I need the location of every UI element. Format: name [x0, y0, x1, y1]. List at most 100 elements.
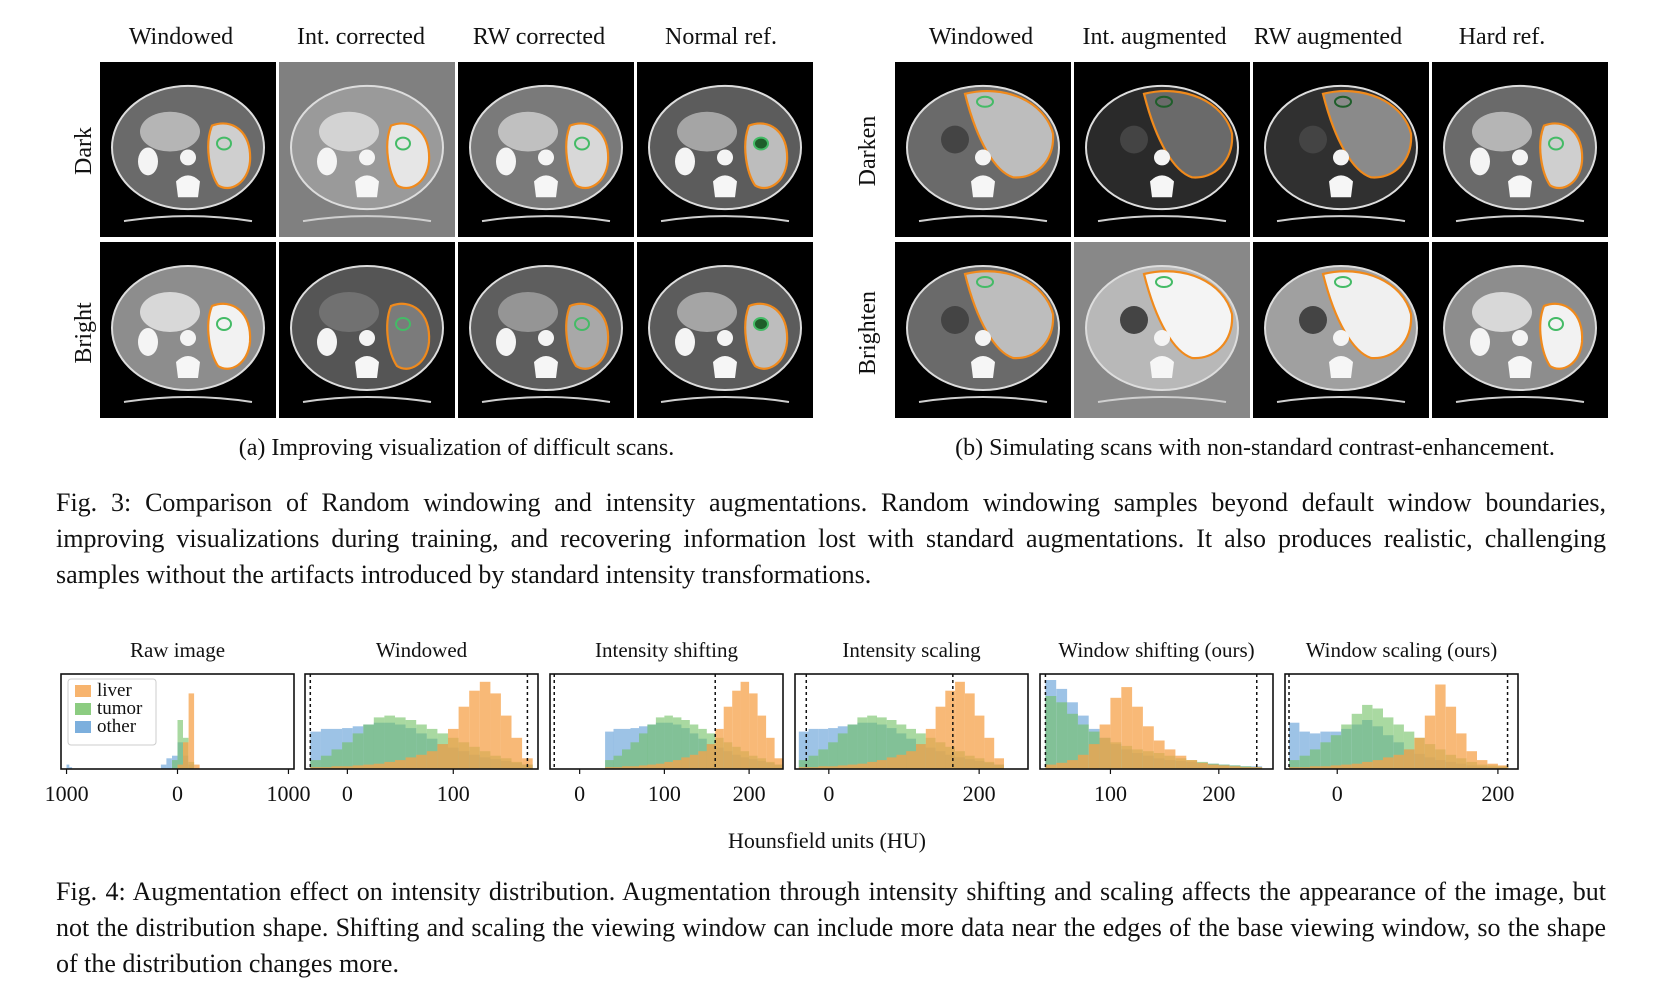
legend-label-tumor: tumor: [97, 698, 143, 719]
ct-slice-image: [1432, 242, 1608, 418]
histogram-bar-liver: [522, 758, 533, 769]
ct-table-line: [302, 396, 432, 403]
ct-table-line: [660, 215, 790, 223]
ct-tumor-contour: [976, 95, 994, 108]
histogram-bar-liver: [500, 715, 512, 769]
histogram-bar-liver: [857, 763, 868, 769]
ct-kidney: [675, 328, 695, 356]
ct-organ-contour: [565, 122, 610, 190]
histogram-bar-liver: [837, 765, 848, 769]
ct-table-line: [1097, 215, 1227, 223]
histogram-bar-tumor: [605, 760, 614, 769]
histogram-bar-tumor: [395, 717, 406, 769]
histogram-bar-tumor: [352, 733, 364, 769]
histogram-bar-liver: [766, 737, 775, 769]
ct-spine: [971, 175, 995, 198]
histogram-frame: [549, 673, 784, 770]
histogram-bar-tumor: [818, 749, 829, 769]
ct-slice-image: [637, 62, 813, 237]
histogram-bar-liver: [342, 766, 353, 769]
ct-tumor-contour: [1334, 95, 1352, 108]
histogram-bar-tumor: [363, 724, 374, 769]
ct-aorta: [180, 149, 196, 166]
histogram-bar-liver: [605, 767, 614, 769]
ct-spine: [1508, 175, 1532, 198]
fig3b-col-header-2: Int. augmented: [1082, 24, 1227, 50]
ct-spine: [1329, 175, 1353, 198]
ct-spine: [355, 175, 379, 198]
histogram-bar-tumor: [1330, 735, 1342, 769]
x-tick-label: 200: [1202, 781, 1235, 806]
histogram-bar-tumor: [1077, 724, 1089, 769]
histogram-bar-tumor: [681, 720, 690, 769]
ct-stomach: [1299, 125, 1327, 154]
fig3b-image-grid: [895, 62, 1608, 418]
histogram-bar-tumor: [622, 749, 631, 769]
histogram-panel: Windowed 0 100: [304, 630, 539, 830]
fig3a-image-grid: [100, 62, 813, 418]
ct-spine: [1508, 356, 1532, 378]
histogram-bar-liver: [1487, 763, 1498, 769]
histogram-bar-tumor: [828, 742, 838, 769]
histogram-bar-tumor: [896, 724, 907, 769]
ct-tumor-contour: [1334, 276, 1352, 288]
histogram-bar-liver: [416, 754, 427, 769]
histogram-bar-liver: [188, 693, 195, 769]
histogram-bar-liver: [448, 728, 459, 769]
ct-spine: [176, 356, 200, 378]
ct-brighten-rw-augmented: [1253, 242, 1429, 418]
ct-darken-hard-ref: [1432, 62, 1608, 237]
histogram-bar-liver: [469, 690, 480, 769]
fig3b-col-header-1: Windowed: [928, 24, 1034, 50]
histogram-bar-liver: [352, 765, 364, 769]
ct-spine: [1329, 356, 1353, 378]
histogram-bar-liver: [490, 693, 501, 769]
ct-organ-contour: [744, 302, 789, 370]
ct-aorta: [1512, 330, 1528, 346]
ct-table-line: [918, 396, 1048, 403]
ct-organ-contour: [565, 302, 610, 370]
ct-table-line: [660, 396, 790, 403]
x-tick-label: 100: [437, 781, 470, 806]
histogram-bar-tumor: [405, 720, 417, 769]
histogram-bar-tumor: [655, 717, 665, 769]
ct-table-line: [1276, 396, 1406, 403]
fig3b-subcaption: (b) Simulating scans with non-standard c…: [955, 435, 1555, 461]
fig3b-col-header-4: Hard ref.: [1458, 24, 1546, 50]
x-tick-label: 0: [172, 781, 183, 806]
ct-liver-contour: [963, 270, 1055, 360]
ct-organ-contour: [1539, 122, 1584, 190]
histogram-bar-liver: [1362, 761, 1373, 769]
ct-tumor-contour: [753, 136, 769, 151]
histogram-bar-liver: [437, 744, 448, 769]
ct-liver-contour: [1321, 270, 1413, 360]
histogram-bar-tumor: [384, 715, 395, 769]
ct-stomach: [1299, 306, 1327, 334]
histogram-bar-liver: [1351, 763, 1363, 769]
histogram-bar-other: [166, 758, 172, 769]
ct-spine: [534, 356, 558, 378]
histogram-bar-liver: [706, 744, 716, 769]
histogram-bar-liver: [935, 706, 946, 769]
histogram-bar-liver: [622, 766, 631, 769]
histogram-bar-liver: [1110, 697, 1122, 769]
histogram-bar-liver: [964, 693, 975, 769]
fig3a-col-header-3: RW corrected: [472, 24, 606, 50]
histogram-panel: Raw image 1000 0 1000 liver tumor other: [45, 630, 311, 830]
ct-aorta: [359, 330, 375, 346]
histogram-bar-liver: [177, 764, 183, 770]
histogram-bar-liver: [740, 681, 750, 769]
ct-tumor-contour: [574, 317, 590, 331]
histogram-bar-tumor: [647, 724, 656, 769]
fig3a-col-header-1: Windowed: [128, 24, 234, 50]
ct-aorta: [1154, 149, 1170, 166]
ct-bowel: [140, 111, 200, 152]
histogram-bar-tumor: [373, 717, 385, 769]
histogram-bar-liver: [749, 693, 758, 769]
fig4-histogram-row: Raw image 1000 0 1000 liver tumor other Windowe…: [0, 630, 1654, 855]
histogram-panel: Window scaling (ours) 0 200: [1284, 630, 1519, 830]
ct-stomach: [941, 125, 969, 154]
x-tick-label: 200: [733, 781, 766, 806]
ct-tumor-contour: [1155, 95, 1173, 108]
histogram-bar-liver: [886, 757, 897, 769]
